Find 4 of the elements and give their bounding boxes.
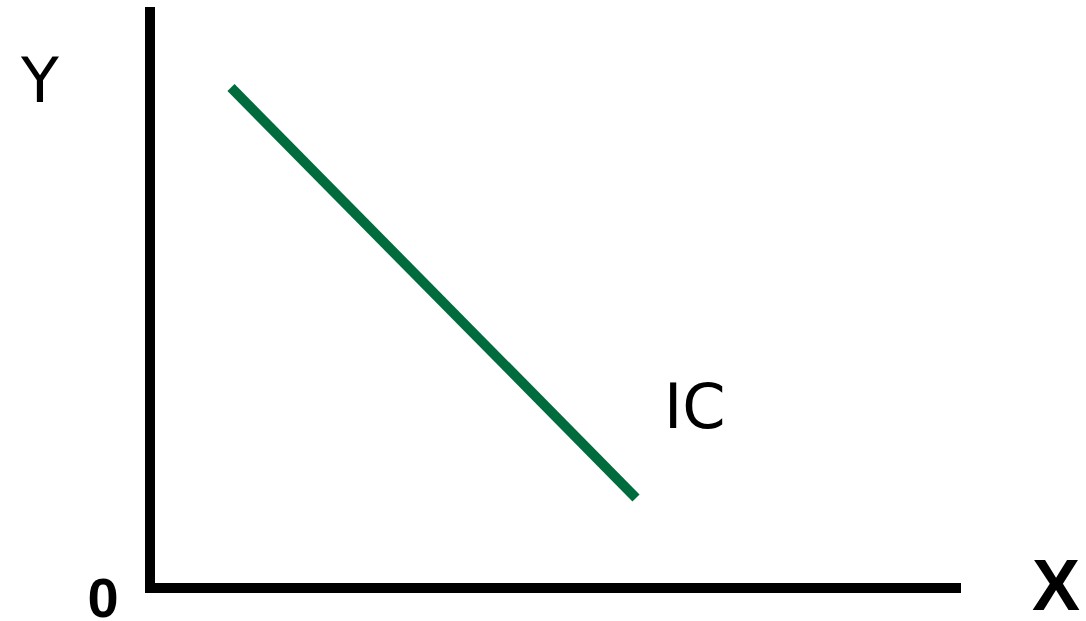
x-axis-title: X bbox=[1031, 545, 1081, 621]
y-axis-title: Y bbox=[20, 44, 60, 117]
series-label: IC bbox=[664, 369, 726, 443]
text: 0 bbox=[87, 566, 119, 621]
